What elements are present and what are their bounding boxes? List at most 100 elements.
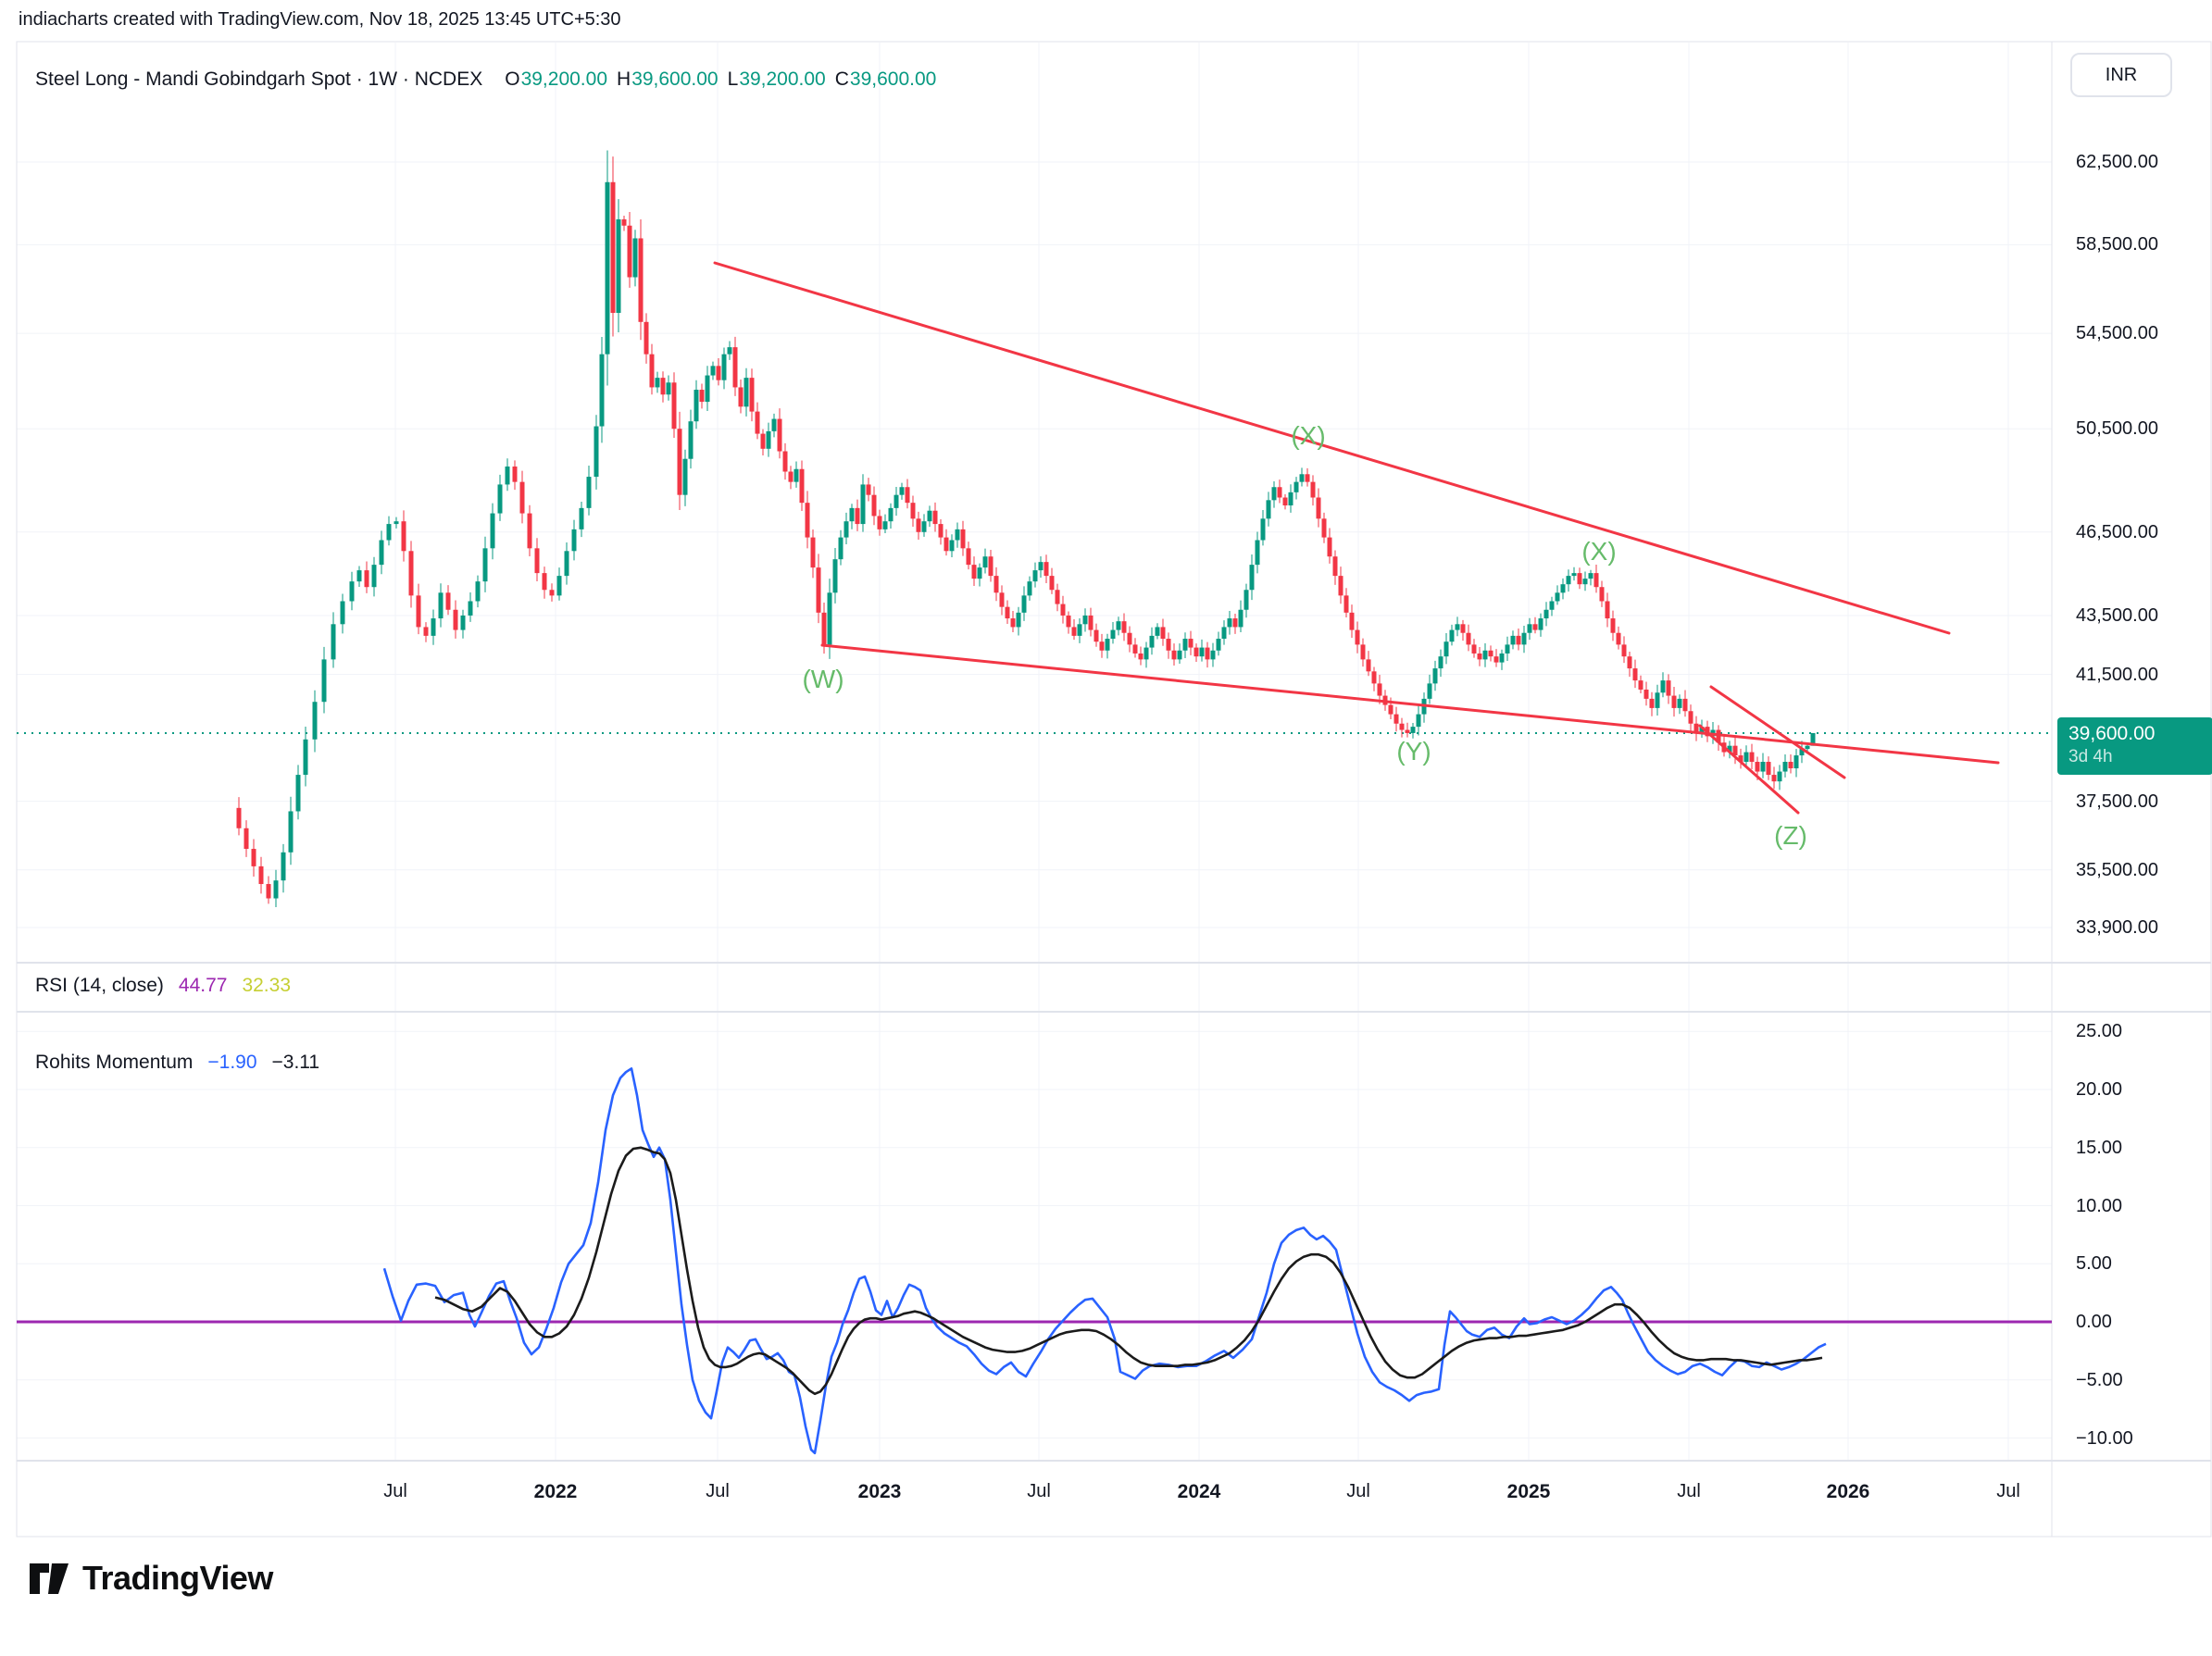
- candle-body: [1760, 762, 1766, 772]
- candle-body: [1777, 771, 1782, 782]
- candle-body: [1616, 632, 1621, 645]
- ohlc-key: O: [505, 68, 520, 90]
- candle-body: [916, 518, 921, 532]
- candle-body: [408, 551, 414, 596]
- price-axis-label: 37,500.00: [2076, 791, 2158, 812]
- candle-body: [1193, 647, 1199, 657]
- candle-body: [1377, 683, 1382, 696]
- tradingview-logo-icon: [30, 1563, 69, 1594]
- candle-body: [1060, 604, 1066, 616]
- candle-body: [982, 556, 988, 568]
- candle-body: [1732, 745, 1738, 756]
- symbol-title-row[interactable]: Steel Long - Mandi Gobindgarh Spot · 1W …: [35, 68, 936, 91]
- candle-body: [340, 601, 345, 625]
- symbol-title[interactable]: Steel Long - Mandi Gobindgarh Spot · 1W …: [35, 68, 483, 90]
- candle-body: [379, 540, 384, 566]
- rsi-indicator-row[interactable]: RSI (14, close) 44.77 32.33: [35, 975, 291, 997]
- wave-label-w[interactable]: (W): [802, 665, 844, 693]
- candle-body: [482, 548, 488, 582]
- candle-body: [1393, 714, 1399, 724]
- candle-body: [1149, 635, 1155, 648]
- momentum-axis-label: 0.00: [2076, 1312, 2112, 1332]
- trendline-wedge-upper[interactable]: [713, 261, 1951, 635]
- currency-toggle-button[interactable]: INR: [2070, 53, 2172, 97]
- candle-body: [1399, 723, 1405, 730]
- candle-body: [468, 601, 473, 616]
- candle-body: [1305, 474, 1310, 482]
- candle-body: [627, 225, 632, 278]
- candle-body: [1282, 497, 1288, 506]
- candle-body: [760, 433, 766, 449]
- candle-body: [1449, 629, 1455, 642]
- wave-label-z[interactable]: (Z): [1774, 821, 1807, 850]
- candle-body: [1649, 698, 1655, 708]
- tradingview-logo[interactable]: TradingView: [28, 1557, 273, 1600]
- candle-body: [1271, 487, 1277, 501]
- trendline-wedge-lower[interactable]: [820, 643, 2000, 765]
- candle-body: [1021, 595, 1027, 613]
- candle-body: [605, 181, 610, 355]
- candle-body: [921, 521, 927, 532]
- candle-body: [288, 811, 294, 853]
- candle-body: [688, 421, 694, 459]
- candle-body: [1493, 656, 1499, 663]
- candle-body: [871, 494, 877, 517]
- time-axis-label: Jul: [1027, 1481, 1051, 1501]
- candle-body: [1543, 609, 1549, 619]
- ohlc-key: L: [727, 68, 739, 90]
- candle-body: [1438, 656, 1443, 669]
- time-axis-label: 2025: [1506, 1481, 1551, 1502]
- momentum-axis-label: 20.00: [2076, 1079, 2123, 1100]
- last-price-badge[interactable]: 39,600.00 3d 4h: [2057, 716, 2212, 775]
- candle-body: [827, 592, 832, 645]
- price-axis-label: 33,900.00: [2076, 917, 2158, 939]
- candle-body: [799, 468, 805, 504]
- candle-body: [1638, 680, 1643, 690]
- candle-body: [1766, 762, 1771, 776]
- candle-body: [738, 387, 744, 407]
- candle-body: [1349, 612, 1355, 630]
- trendlines[interactable]: [713, 261, 2000, 815]
- rsi-label[interactable]: RSI (14, close): [35, 975, 164, 996]
- time-axis-label: 2026: [1826, 1481, 1870, 1502]
- momentum-indicator-row[interactable]: Rohits Momentum −1.90 −3.11: [35, 1052, 319, 1074]
- trendline-channel-upper[interactable]: [1709, 685, 1846, 779]
- candle-body: [1099, 641, 1105, 651]
- candle-body: [1699, 727, 1705, 733]
- candle-body: [671, 382, 677, 430]
- candle-body: [438, 592, 444, 619]
- candle-body: [877, 516, 882, 529]
- candle-body: [1405, 729, 1410, 733]
- candle-body: [1160, 627, 1166, 640]
- candle-body: [312, 702, 318, 740]
- candlestick-series[interactable]: [236, 150, 1816, 907]
- trendline-channel-lower[interactable]: [1698, 724, 1800, 815]
- candle-body: [794, 468, 799, 482]
- candle-body: [932, 510, 938, 525]
- candle-body: [1477, 653, 1482, 660]
- candle-body: [244, 828, 249, 850]
- candle-body: [1077, 624, 1082, 636]
- candle-body: [927, 510, 932, 522]
- candle-body: [1171, 650, 1177, 660]
- candle-body: [512, 466, 518, 482]
- candle-body: [251, 849, 256, 866]
- time-axis-label: Jul: [1677, 1481, 1701, 1501]
- candle-body: [1066, 615, 1071, 628]
- candle-body: [542, 573, 547, 591]
- candle-body: [1343, 595, 1349, 613]
- momentum-fast-line: [382, 1067, 1827, 1455]
- candle-body: [273, 880, 279, 899]
- candle-body: [1560, 584, 1566, 593]
- candle-body: [894, 494, 899, 508]
- momentum-label[interactable]: Rohits Momentum: [35, 1052, 194, 1073]
- price-axis-label: 50,500.00: [2076, 418, 2158, 440]
- candle-body: [1205, 647, 1210, 660]
- wave-label-x[interactable]: (X): [1291, 421, 1326, 450]
- candle-body: [1643, 689, 1649, 699]
- candle-body: [331, 624, 336, 660]
- wave-label-x[interactable]: (X): [1581, 537, 1617, 566]
- candle-body: [371, 565, 377, 588]
- wave-label-y[interactable]: (Y): [1396, 737, 1431, 766]
